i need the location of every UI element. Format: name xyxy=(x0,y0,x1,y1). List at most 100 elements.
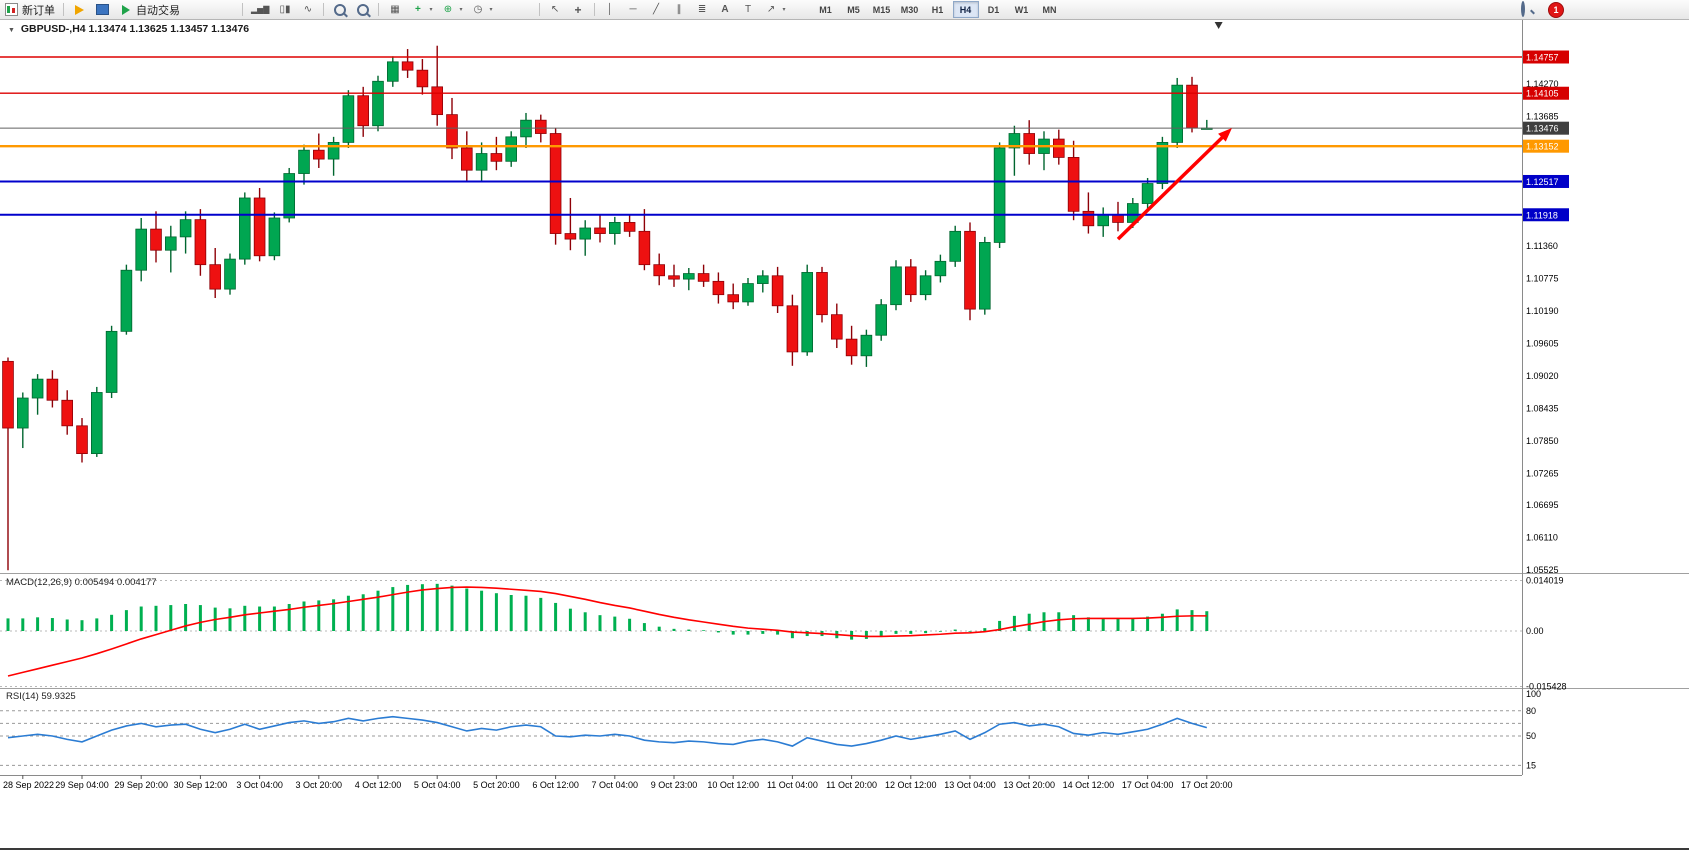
candle-body xyxy=(712,280,725,296)
timeframe-button-d1[interactable]: D1 xyxy=(987,4,1000,15)
price-badge-label: 1.12517 xyxy=(1526,177,1559,187)
auto-trading-label: 自动交易 xyxy=(136,4,180,17)
symbol-ohlc-label: ▼ GBPUSD-,H4 1.13474 1.13625 1.13457 1.1… xyxy=(8,23,249,35)
objects-button[interactable]: ⊕ ▾ xyxy=(436,1,466,18)
candle-body xyxy=(727,294,739,303)
candle-body xyxy=(416,69,429,88)
timeframe-button-m15[interactable]: M15 xyxy=(872,4,891,15)
zoom-in-button[interactable] xyxy=(328,1,351,18)
macd-scale-label: 0.014019 xyxy=(1526,576,1564,586)
candle-body xyxy=(1008,133,1021,149)
time-label: 17 Oct 20:00 xyxy=(1181,780,1233,790)
indicators-button[interactable]: + ▾ xyxy=(406,1,436,18)
timeframe-button-w1[interactable]: W1 xyxy=(1014,4,1029,15)
time-axis-labels[interactable]: 28 Sep 2022 29 Sep 04:00 29 Sep 20:00 30 Se… xyxy=(3,775,1233,790)
candle-body xyxy=(786,305,799,353)
candle-body xyxy=(949,230,961,262)
play-icon xyxy=(121,4,130,15)
arrows-tool-button[interactable]: ↗ ▾ xyxy=(760,1,790,18)
collapse-triangle-icon[interactable]: ▼ xyxy=(8,27,15,34)
line-chart-button[interactable]: ∿ xyxy=(296,1,319,18)
macd-histogram xyxy=(6,583,1209,640)
candle-body xyxy=(771,275,784,307)
rsi-scale-label: 80 xyxy=(1526,706,1536,716)
search-button[interactable] xyxy=(1521,1,1525,17)
price-badge xyxy=(1523,139,1569,153)
auto-trading-button[interactable]: 自动交易 xyxy=(114,1,184,18)
timeframe-button-h4[interactable]: H4 xyxy=(952,1,979,18)
candle-body xyxy=(860,334,873,357)
zoom-in-icon xyxy=(333,3,346,16)
chart-window-icon xyxy=(96,4,109,15)
price-tick-label: 1.07850 xyxy=(1526,436,1559,446)
price-tick-label: 1.08435 xyxy=(1526,403,1559,413)
chevron-down-icon: ▾ xyxy=(459,7,463,13)
time-label: 7 Oct 04:00 xyxy=(592,780,639,790)
market-watch-button[interactable] xyxy=(91,1,114,18)
toolbar-separator xyxy=(593,3,595,16)
candle-body xyxy=(801,272,813,353)
price-badge-label: 1.13476 xyxy=(1526,124,1559,134)
candle-body xyxy=(312,149,325,160)
timeframe-button-m1[interactable]: M1 xyxy=(819,4,832,15)
rsi-scale-label: 15 xyxy=(1526,760,1536,770)
candle-body xyxy=(875,304,887,336)
candle-body xyxy=(105,330,118,393)
alerts-button[interactable] xyxy=(68,1,91,18)
macd-scale-label: -0.015428 xyxy=(1526,682,1567,692)
trend-arrow-head[interactable] xyxy=(1218,127,1232,142)
macd-name: MACD(12,26,9) xyxy=(6,577,72,588)
chart-area[interactable]: 1.14270 1.13685 1.11360 1.10775 1.10190 1.096… xyxy=(0,20,1689,856)
toolbar: 新订单 自动交易 ▂▅▇ ▯▮ ∿ ▦ xyxy=(0,0,1689,20)
candle-body xyxy=(342,95,355,143)
price-tick-label: 1.13685 xyxy=(1526,112,1559,122)
horizontal-line-button[interactable]: ─ xyxy=(622,1,645,18)
vertical-line-button[interactable]: │ xyxy=(599,1,622,18)
trend-arrow[interactable] xyxy=(1116,133,1227,241)
objects-add-icon: ⊕ xyxy=(443,3,453,15)
timeframe-button-mn[interactable]: MN xyxy=(1042,4,1057,15)
candle-body xyxy=(683,273,695,280)
timeframe-toolbar: M1 M5 M15 M30 H1 H4 D1 W1 MN xyxy=(812,1,1064,18)
cursor-icon: ↖ xyxy=(550,3,560,15)
crosshair-button[interactable]: + xyxy=(567,1,590,18)
candle-body xyxy=(490,153,503,162)
time-label: 11 Oct 20:00 xyxy=(826,780,877,790)
channel-button[interactable]: ∥ xyxy=(668,1,691,18)
candle-body xyxy=(757,275,769,284)
fibonacci-button[interactable]: ≣ xyxy=(691,1,714,18)
candle-body xyxy=(209,264,222,290)
trendline-button[interactable]: ╱ xyxy=(645,1,668,18)
bar-chart-button[interactable]: ▂▅▇ xyxy=(247,1,273,18)
candle-body xyxy=(194,219,207,266)
time-label: 3 Oct 20:00 xyxy=(296,780,343,790)
timeframe-button-m5[interactable]: M5 xyxy=(847,4,860,15)
timeframe-button-h1[interactable]: H1 xyxy=(931,4,944,15)
label-tool-button[interactable]: T xyxy=(737,1,760,18)
new-order-button[interactable]: 新订单 xyxy=(0,1,59,18)
candlestick-chart-button[interactable]: ▯▮ xyxy=(273,1,296,18)
tile-windows-button[interactable]: ▦ xyxy=(383,1,406,18)
price-tick-label: 1.14270 xyxy=(1526,79,1559,89)
price-badge-label: 1.14757 xyxy=(1526,53,1559,63)
search-icon xyxy=(1521,1,1525,17)
candle-body xyxy=(609,222,621,234)
candle-body xyxy=(934,260,947,277)
price-tick-label: 1.06695 xyxy=(1526,500,1559,510)
toolbar-separator xyxy=(323,3,325,16)
chart-shift-marker[interactable] xyxy=(1214,22,1223,29)
candle-body xyxy=(1053,138,1065,158)
notification-badge[interactable]: 1 xyxy=(1548,2,1564,18)
zoom-out-icon xyxy=(356,3,369,16)
zoom-out-button[interactable] xyxy=(351,1,374,18)
price-badge-label: 1.13152 xyxy=(1526,142,1559,152)
price-axis-labels[interactable]: 1.14270 1.13685 1.11360 1.10775 1.10190 1.096… xyxy=(1526,79,1559,575)
text-tool-button[interactable]: A xyxy=(714,1,737,18)
price-badge xyxy=(1523,86,1569,100)
bar-chart-icon: ▂▅▇ xyxy=(251,4,270,14)
timeframe-button-m30[interactable]: M30 xyxy=(900,4,919,15)
candle-body xyxy=(357,95,369,127)
cursor-button[interactable]: ↖ xyxy=(544,1,567,18)
period-clock-button[interactable]: ◷ ▾ xyxy=(467,1,497,18)
